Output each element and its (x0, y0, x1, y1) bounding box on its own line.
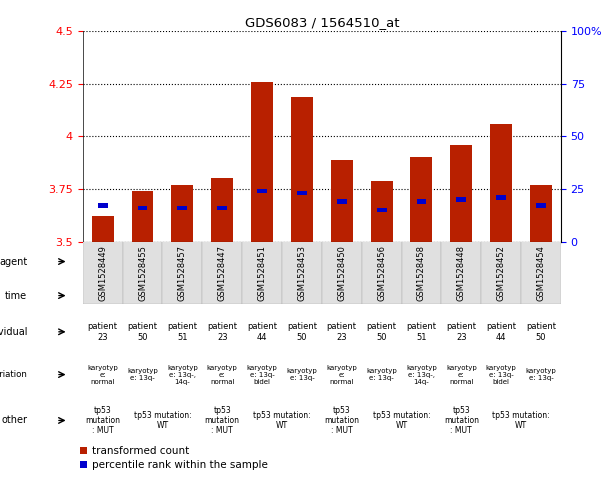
Bar (80, 461, 87, 469)
Text: karyotyp
e: 13q-
bidel: karyotyp e: 13q- bidel (485, 365, 517, 384)
Bar (530, 185, 552, 242)
Text: GSM1528454: GSM1528454 (536, 244, 546, 300)
Text: DMSO control: DMSO control (403, 256, 479, 267)
Bar (402, 242, 441, 304)
Text: patient
44: patient 44 (247, 322, 277, 341)
Text: karyotyp
e: 13q-,
14q-: karyotyp e: 13q-, 14q- (406, 365, 437, 384)
Text: other: other (1, 415, 27, 426)
Text: GSM1528450: GSM1528450 (337, 244, 346, 300)
Bar (172, 185, 193, 242)
Text: GSM1528449: GSM1528449 (98, 244, 107, 300)
Bar (83, 242, 123, 304)
Bar (536, 203, 546, 208)
Bar (441, 242, 481, 304)
Text: tp53 mutation:
WT: tp53 mutation: WT (134, 411, 191, 430)
Text: percentile rank within the sample: percentile rank within the sample (93, 459, 268, 469)
Text: patient
50: patient 50 (287, 322, 317, 341)
Text: transformed count: transformed count (93, 446, 189, 455)
Text: karyotyp
e: 13q-: karyotyp e: 13q- (366, 368, 397, 381)
Bar (371, 181, 392, 242)
Bar (97, 203, 108, 208)
Text: patient
44: patient 44 (486, 322, 516, 341)
Bar (411, 157, 432, 242)
Bar (123, 242, 162, 304)
Text: tp53
mutation
: MUT: tp53 mutation : MUT (205, 406, 240, 435)
Bar (416, 199, 427, 204)
Bar (132, 191, 153, 242)
Bar (162, 242, 202, 304)
Text: GSM1528456: GSM1528456 (377, 244, 386, 300)
Text: tp53 mutation:
WT: tp53 mutation: WT (253, 411, 311, 430)
Text: hour 20: hour 20 (240, 291, 284, 300)
Bar (451, 145, 472, 242)
Text: GSM1528451: GSM1528451 (257, 244, 267, 300)
Bar (331, 159, 352, 242)
Text: time: time (5, 291, 27, 300)
Text: patient
51: patient 51 (406, 322, 436, 341)
Text: GSM1528457: GSM1528457 (178, 244, 187, 300)
Text: GSM1528448: GSM1528448 (457, 244, 466, 300)
Text: karyotyp
e: 13q-
bidel: karyotyp e: 13q- bidel (246, 365, 278, 384)
Text: karyotyp
e:
normal: karyotyp e: normal (207, 365, 238, 384)
Text: patient
50: patient 50 (128, 322, 158, 341)
Text: hour 4: hour 4 (364, 291, 400, 300)
Text: tp53
mutation
: MUT: tp53 mutation : MUT (444, 406, 479, 435)
Text: tp53
mutation
: MUT: tp53 mutation : MUT (85, 406, 120, 435)
Bar (297, 191, 307, 196)
Bar (322, 242, 362, 304)
Text: patient
50: patient 50 (367, 322, 397, 341)
Text: BV6: BV6 (191, 256, 213, 267)
Text: karyotyp
e:
normal: karyotyp e: normal (326, 365, 357, 384)
Bar (337, 199, 347, 204)
Bar (257, 189, 267, 193)
Text: karyotyp
e: 13q-: karyotyp e: 13q- (525, 368, 557, 381)
Text: GSM1528458: GSM1528458 (417, 244, 426, 300)
Bar (80, 447, 87, 455)
Bar (490, 124, 512, 242)
Text: GSM1528447: GSM1528447 (218, 244, 227, 300)
Bar (242, 242, 282, 304)
Bar (202, 242, 242, 304)
Text: individual: individual (0, 327, 27, 337)
Bar (211, 179, 233, 242)
Bar (376, 208, 387, 213)
Text: patient
50: patient 50 (526, 322, 556, 341)
Bar (137, 206, 148, 210)
Text: karyotyp
e: 13q-: karyotyp e: 13q- (127, 368, 158, 381)
Bar (481, 242, 521, 304)
Text: patient
23: patient 23 (446, 322, 476, 341)
Bar (282, 242, 322, 304)
Text: genotype/variation: genotype/variation (0, 370, 27, 379)
Text: tp53 mutation:
WT: tp53 mutation: WT (373, 411, 430, 430)
Text: hour 4: hour 4 (124, 291, 161, 300)
Bar (92, 216, 113, 242)
Text: tp53
mutation
: MUT: tp53 mutation : MUT (324, 406, 359, 435)
Text: karyotyp
e: 13q-: karyotyp e: 13q- (286, 368, 318, 381)
Text: karyotyp
e: 13q-,
14q-: karyotyp e: 13q-, 14q- (167, 365, 198, 384)
Text: hour 20: hour 20 (479, 291, 523, 300)
Bar (291, 97, 313, 242)
Text: GSM1528452: GSM1528452 (497, 244, 506, 300)
Text: karyotyp
e:
normal: karyotyp e: normal (446, 365, 477, 384)
Bar (496, 195, 506, 199)
Text: karyotyp
e:
normal: karyotyp e: normal (87, 365, 118, 384)
Bar (521, 242, 561, 304)
Text: patient
23: patient 23 (88, 322, 118, 341)
Text: GSM1528453: GSM1528453 (297, 244, 306, 300)
Text: agent: agent (0, 256, 27, 267)
Bar (456, 197, 466, 202)
Bar (217, 206, 227, 210)
Text: GSM1528455: GSM1528455 (138, 244, 147, 300)
Text: patient
23: patient 23 (327, 322, 357, 341)
Title: GDS6083 / 1564510_at: GDS6083 / 1564510_at (245, 16, 399, 29)
Bar (177, 206, 188, 210)
Text: tp53 mutation:
WT: tp53 mutation: WT (492, 411, 550, 430)
Text: patient
23: patient 23 (207, 322, 237, 341)
Text: patient
51: patient 51 (167, 322, 197, 341)
Bar (362, 242, 402, 304)
Bar (251, 82, 273, 242)
